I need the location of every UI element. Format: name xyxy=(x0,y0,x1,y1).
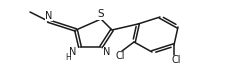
Text: H: H xyxy=(65,52,71,62)
Text: Cl: Cl xyxy=(171,55,181,65)
Text: N: N xyxy=(103,47,111,57)
Text: S: S xyxy=(98,9,104,19)
Text: N: N xyxy=(45,11,53,21)
Text: Cl: Cl xyxy=(115,51,125,61)
Text: N: N xyxy=(69,47,77,57)
